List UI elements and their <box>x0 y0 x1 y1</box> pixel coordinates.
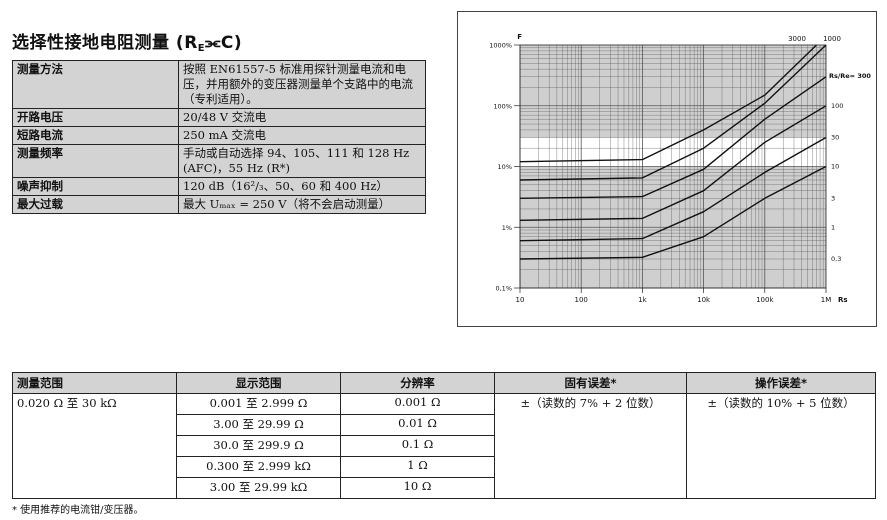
series-label-right: 10 <box>831 163 839 171</box>
range-header-row: 测量范围 显示范围 分辨率 固有误差* 操作误差* <box>12 372 876 394</box>
spec-key: 噪声抑制 <box>12 177 179 196</box>
y-tick-label: 1% <box>502 224 512 232</box>
header-resolution: 分辨率 <box>340 372 495 394</box>
series-line <box>519 44 817 163</box>
x-tick-label: 100k <box>756 296 774 304</box>
x-tick-label: 1k <box>638 296 647 304</box>
series-line <box>519 165 827 260</box>
header-intrinsic-error: 固有误差* <box>494 372 687 394</box>
header-operating-error: 操作误差* <box>686 372 876 394</box>
error-chart-frame: 1000% 100% 10% 1% 0,1% 10 100 1k 10k 100k 1M F Rs 300… <box>457 11 877 327</box>
resolution-cell: 10 Ω <box>340 477 495 499</box>
y-tick-label: 1000% <box>489 42 512 50</box>
series-label-right: 30 <box>831 134 839 142</box>
table-row: 0.300 至 2.999 kΩ 1 Ω <box>13 456 876 478</box>
display-range-cell: 30.0 至 299.9 Ω <box>176 435 341 457</box>
spec-key: 测量方法 <box>12 60 179 109</box>
spec-row-frequency: 测量频率 手动或自动选择 94、105、111 和 128 Hz (AFC)，5… <box>12 144 426 178</box>
table-row: 3.00 至 29.99 kΩ 10 Ω <box>13 477 876 499</box>
spec-row-current: 短路电流 250 mA 交流电 <box>12 126 426 145</box>
series-line <box>519 44 827 181</box>
x-tick-label: 100 <box>575 296 588 304</box>
spec-row-method: 测量方法 按照 EN61557-5 标准用探针测量电流和电压，并用额外的变压器测… <box>12 60 426 109</box>
intrinsic-error-cell: ±（读数的 7% + 2 位数） <box>494 393 687 499</box>
series-label-right: 1 <box>831 223 835 231</box>
spec-value: 120 dB（16²/₃、50、60 和 400 Hz） <box>178 177 426 196</box>
series-label-top: 3000 <box>788 35 806 43</box>
header-measure-range: 测量范围 <box>12 372 177 394</box>
spec-key: 短路电流 <box>12 126 179 145</box>
spec-key: 最大过载 <box>12 195 179 214</box>
resolution-cell: 0.01 Ω <box>340 414 495 436</box>
chart-svg: 1000%100%10%1%0,1%10 100 1k 10k 100k 1MFRs300… <box>489 33 871 304</box>
display-range-cell: 3.00 至 29.99 Ω <box>176 414 341 436</box>
spec-value: 手动或自动选择 94、105、111 和 128 Hz (AFC)，55 Hz … <box>178 144 426 178</box>
display-range-cell: 0.001 至 2.999 Ω <box>176 393 341 415</box>
spec-table: 测量方法 按照 EN61557-5 标准用探针测量电流和电压，并用额外的变压器测… <box>12 60 426 214</box>
page-title: 选择性接地电阻测量 (RE⫘C) <box>12 33 243 54</box>
series-label-right: 0,3 <box>831 255 841 263</box>
x-tick-label: 10 <box>516 296 525 304</box>
resolution-cell: 0.001 Ω <box>340 393 495 415</box>
x-tick-label: 10k <box>697 296 711 304</box>
spec-value: 20/48 V 交流电 <box>178 108 426 127</box>
y-axis-label: F <box>517 33 522 41</box>
series-label-right: 3 <box>831 194 835 202</box>
spec-value: 最大 Uₘₐₓ = 250 V（将不会启动测量） <box>178 195 426 214</box>
y-tick-label: 0,1% <box>495 285 512 293</box>
footnote: * 使用推荐的电流钳/变压器。 <box>12 505 144 516</box>
series-line <box>519 136 827 242</box>
x-axis-label: Rs <box>838 296 848 304</box>
y-tick-label: 100% <box>493 102 512 110</box>
series-line <box>519 76 827 199</box>
resolution-cell: 1 Ω <box>340 456 495 478</box>
y-tick-label: 10% <box>498 163 512 171</box>
series-label-top: 1000 <box>823 35 841 43</box>
spec-row-overload: 最大过载 最大 Uₘₐₓ = 250 V（将不会启动测量） <box>12 195 426 214</box>
x-tick-label: 1M <box>821 296 832 304</box>
series-label-right: 100 <box>831 102 843 110</box>
series-line <box>519 105 827 221</box>
spec-value: 250 mA 交流电 <box>178 126 426 145</box>
spec-row-noise: 噪声抑制 120 dB（16²/₃、50、60 和 400 Hz） <box>12 177 426 196</box>
legend-title: Rs/Re= 300 <box>829 72 871 80</box>
header-display-range: 显示范围 <box>176 372 341 394</box>
spec-value: 按照 EN61557-5 标准用探针测量电流和电压，并用额外的变压器测量单个支路… <box>178 60 426 109</box>
spec-key: 开路电压 <box>12 108 179 127</box>
display-range-cell: 3.00 至 29.99 kΩ <box>176 477 341 499</box>
range-table: 测量范围 显示范围 分辨率 固有误差* 操作误差* 0.020 Ω 至 30 k… <box>12 372 876 499</box>
spec-row-voltage: 开路电压 20/48 V 交流电 <box>12 108 426 127</box>
plot-highlight-band <box>520 137 826 167</box>
resolution-cell: 0.1 Ω <box>340 435 495 457</box>
measure-range-cell: 0.020 Ω 至 30 kΩ <box>12 393 177 499</box>
error-chart: 1000% 100% 10% 1% 0,1% 10 100 1k 10k 100k 1M F Rs 300… <box>458 12 876 330</box>
spec-key: 测量频率 <box>12 144 179 178</box>
display-range-cell: 0.300 至 2.999 kΩ <box>176 456 341 478</box>
operating-error-cell: ±（读数的 10% + 5 位数） <box>686 393 876 499</box>
table-row: 0.020 Ω 至 30 kΩ 0.001 至 2.999 Ω 0.001 Ω … <box>12 393 876 499</box>
table-row: 30.0 至 299.9 Ω 0.1 Ω <box>13 435 876 457</box>
